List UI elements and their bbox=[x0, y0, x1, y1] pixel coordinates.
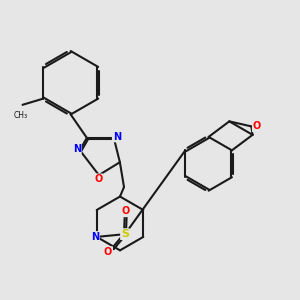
Text: O: O bbox=[122, 206, 130, 216]
Text: O: O bbox=[104, 247, 112, 257]
Text: N: N bbox=[73, 144, 81, 154]
Text: O: O bbox=[253, 122, 261, 131]
Text: S: S bbox=[121, 229, 129, 239]
Text: N: N bbox=[113, 132, 121, 142]
Text: CH₃: CH₃ bbox=[14, 111, 28, 120]
Text: O: O bbox=[94, 174, 102, 184]
Text: N: N bbox=[91, 232, 99, 242]
